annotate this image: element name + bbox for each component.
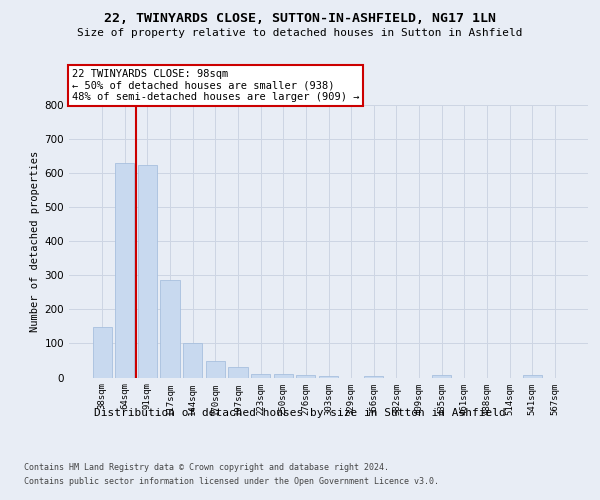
Text: Size of property relative to detached houses in Sutton in Ashfield: Size of property relative to detached ho… (77, 28, 523, 38)
Bar (319, 376, 338, 378)
Text: 22, TWINYARDS CLOSE, SUTTON-IN-ASHFIELD, NG17 1LN: 22, TWINYARDS CLOSE, SUTTON-IN-ASHFIELD,… (104, 12, 496, 26)
Bar (296, 375, 316, 378)
Bar (251, 374, 270, 378)
Bar (160, 280, 180, 378)
Bar (229, 368, 248, 378)
Bar (364, 376, 383, 378)
Bar (115, 163, 134, 378)
Bar (523, 375, 542, 378)
Text: 22 TWINYARDS CLOSE: 98sqm
← 50% of detached houses are smaller (938)
48% of semi: 22 TWINYARDS CLOSE: 98sqm ← 50% of detac… (71, 69, 359, 102)
Text: Distribution of detached houses by size in Sutton in Ashfield: Distribution of detached houses by size … (94, 408, 506, 418)
Text: Contains HM Land Registry data © Crown copyright and database right 2024.: Contains HM Land Registry data © Crown c… (24, 462, 389, 471)
Text: Contains public sector information licensed under the Open Government Licence v3: Contains public sector information licen… (24, 478, 439, 486)
Bar (92, 327, 112, 378)
Bar (138, 164, 157, 378)
Bar (274, 374, 293, 378)
Y-axis label: Number of detached properties: Number of detached properties (31, 150, 40, 332)
Bar (206, 362, 225, 378)
Bar (432, 375, 451, 378)
Bar (183, 343, 202, 378)
